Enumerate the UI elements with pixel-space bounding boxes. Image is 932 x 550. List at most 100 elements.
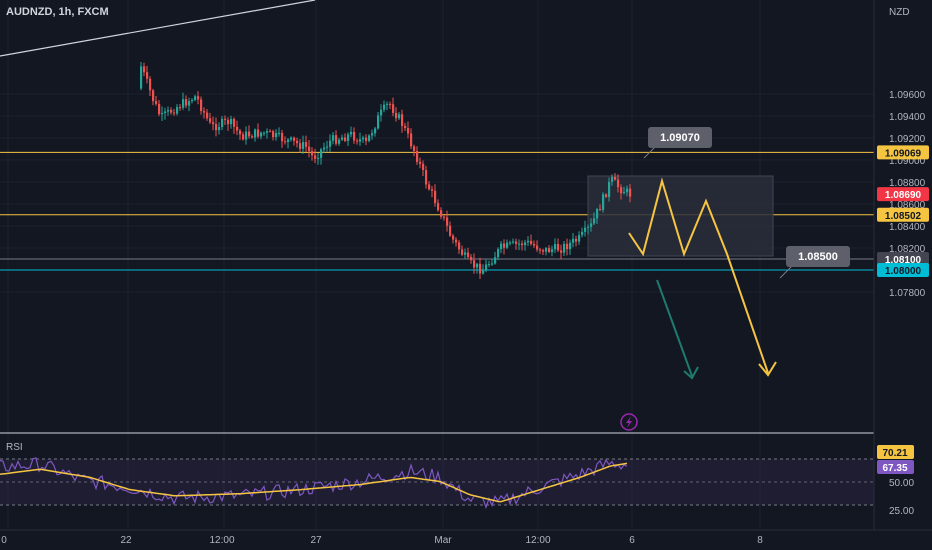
candle-body [509, 242, 512, 244]
rsi-ma-tag-text: 67.35 [882, 463, 907, 474]
candle-body [395, 112, 398, 119]
candle-body [446, 217, 449, 226]
candle-body [545, 248, 548, 252]
candle-body [527, 240, 530, 243]
candle-body [320, 149, 323, 158]
candle-body [311, 151, 314, 156]
symbol-title: AUDNZD, 1h, FXCM [6, 6, 109, 18]
rsi-value-tag: 70.21 [877, 445, 914, 459]
candle-body [179, 107, 182, 109]
candle-body [200, 99, 203, 112]
candle-body [494, 257, 497, 264]
candle-body [209, 118, 212, 123]
candle-body [344, 137, 347, 141]
candle-body [227, 119, 230, 125]
candle-body [269, 131, 272, 133]
candle-body [563, 243, 566, 253]
candle-body [146, 72, 149, 79]
candle-body [515, 241, 518, 244]
time-label: 0 [1, 535, 7, 546]
candle-body [326, 146, 329, 148]
time-axis[interactable]: 0 22 12:00 27 Mar 12:00 6 8 [1, 535, 763, 546]
candle-body [611, 176, 614, 182]
candle-body [560, 250, 563, 253]
projection-zigzag-path[interactable] [628, 177, 769, 374]
candle-body [434, 190, 437, 204]
candle-body [428, 184, 431, 190]
candle-body [272, 131, 275, 138]
candle-body [155, 101, 158, 104]
price-tag-current-text: 1.08690 [885, 190, 922, 201]
candle-body [386, 103, 389, 105]
candle-body [458, 242, 461, 250]
candlestick-series [140, 62, 632, 280]
callout-1-08500[interactable]: 1.08500 [779, 246, 850, 279]
price-tag-resistance-text: 1.09069 [885, 148, 922, 159]
callout-1-09070[interactable]: 1.09070 [643, 127, 712, 159]
price-axis-ticks[interactable]: 1.09600 1.09400 1.09200 1.09000 1.08800 1.086… [889, 90, 926, 299]
price-tick-label: 1.09000 [889, 156, 926, 167]
candle-body [368, 135, 371, 142]
time-label: 27 [310, 535, 322, 546]
candle-body [626, 188, 629, 193]
callout-label: 1.09070 [660, 132, 700, 144]
candle-body [497, 249, 500, 258]
candle-body [542, 250, 545, 252]
candle-body [212, 122, 215, 125]
candle-body [188, 101, 191, 106]
candle-body [275, 132, 278, 138]
price-tick-label: 1.09600 [889, 90, 926, 101]
time-label: 22 [120, 535, 132, 546]
candle-body [278, 132, 281, 134]
candle-body [263, 132, 266, 134]
callout-box [786, 246, 850, 267]
candle-body [173, 112, 176, 114]
candle-body [590, 223, 593, 227]
projection-arrow-head [758, 361, 777, 377]
candle-body [248, 131, 251, 137]
price-tag-mid [877, 207, 929, 222]
candle-body [335, 135, 338, 144]
rsi-ma-tag: 67.35 [877, 460, 914, 474]
candle-body [500, 243, 503, 250]
candle-body [245, 131, 248, 140]
candle-body [572, 238, 575, 243]
candle-body [149, 78, 152, 91]
candle-body [398, 114, 401, 119]
candle-body [266, 131, 269, 133]
candle-body [536, 245, 539, 250]
trend-line[interactable] [0, 0, 316, 57]
candle-body [182, 99, 185, 108]
candle-body [296, 140, 299, 144]
rsi-title: RSI [6, 442, 23, 453]
rsi-tick-50: 50.00 [889, 478, 914, 489]
candle-body [521, 243, 524, 246]
candle-body [299, 143, 302, 149]
candle-body [413, 146, 416, 151]
price-tag-current [877, 187, 929, 202]
teal-arrow-head [683, 366, 699, 380]
teal-projection-arrow[interactable] [656, 279, 693, 377]
candle-body [449, 225, 452, 236]
candle-body [443, 216, 446, 218]
candle-body [365, 137, 368, 142]
candle-body [602, 194, 605, 210]
candle-body [614, 176, 617, 180]
candle-body [191, 99, 194, 102]
candle-body [350, 132, 353, 135]
candle-body [473, 260, 476, 268]
candle-body [596, 209, 599, 219]
currency-label: NZD [889, 7, 910, 18]
candle-body [218, 127, 221, 131]
candle-body [317, 157, 320, 159]
candle-body [485, 264, 488, 271]
price-tag-target [877, 252, 929, 266]
candle-body [440, 210, 443, 217]
candle-body [401, 114, 404, 126]
candle-body [575, 238, 578, 242]
candle-body [506, 242, 509, 248]
price-tick-label: 1.09400 [889, 112, 926, 123]
lightning-icon[interactable] [620, 413, 638, 431]
price-tag-mid-text: 1.08502 [885, 211, 922, 222]
